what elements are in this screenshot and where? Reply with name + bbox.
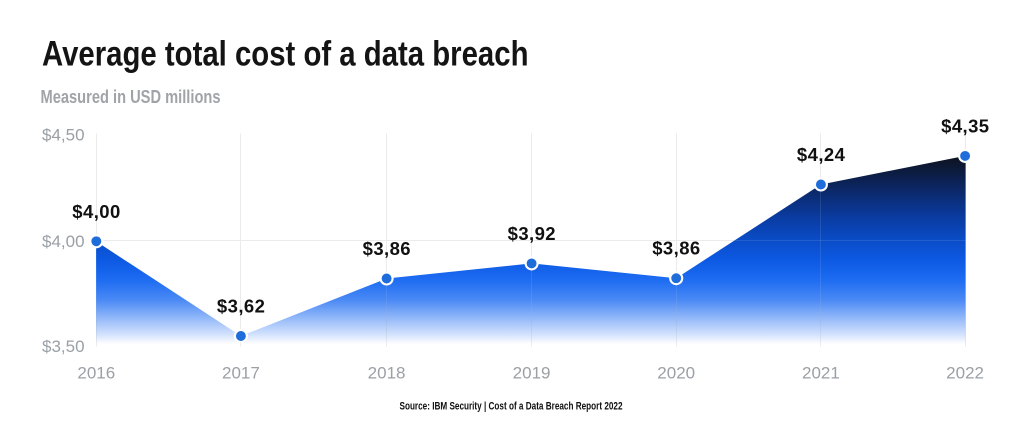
svg-text:$4,00: $4,00 bbox=[42, 232, 85, 251]
svg-text:$3,86: $3,86 bbox=[363, 238, 411, 259]
svg-text:Measured in USD millions: Measured in USD millions bbox=[41, 87, 221, 107]
svg-text:$4,50: $4,50 bbox=[42, 125, 85, 144]
svg-text:2022: 2022 bbox=[946, 363, 984, 382]
svg-text:Average total cost of a data b: Average total cost of a data breach bbox=[42, 35, 529, 74]
svg-text:$3,92: $3,92 bbox=[508, 223, 556, 244]
svg-text:$3,50: $3,50 bbox=[42, 337, 85, 356]
svg-text:2018: 2018 bbox=[368, 363, 406, 382]
svg-text:$4,24: $4,24 bbox=[797, 144, 846, 165]
svg-text:2017: 2017 bbox=[222, 363, 260, 382]
svg-text:2016: 2016 bbox=[77, 363, 115, 382]
svg-text:$4,35: $4,35 bbox=[941, 116, 989, 137]
svg-text:2021: 2021 bbox=[802, 363, 840, 382]
svg-text:Source: IBM Security | Cost of: Source: IBM Security | Cost of a Data Br… bbox=[400, 401, 623, 413]
svg-text:2020: 2020 bbox=[657, 363, 695, 382]
svg-text:$3,86: $3,86 bbox=[652, 238, 700, 259]
svg-text:$3,62: $3,62 bbox=[217, 296, 265, 317]
svg-text:2019: 2019 bbox=[513, 363, 551, 382]
svg-text:$4,00: $4,00 bbox=[72, 201, 120, 222]
